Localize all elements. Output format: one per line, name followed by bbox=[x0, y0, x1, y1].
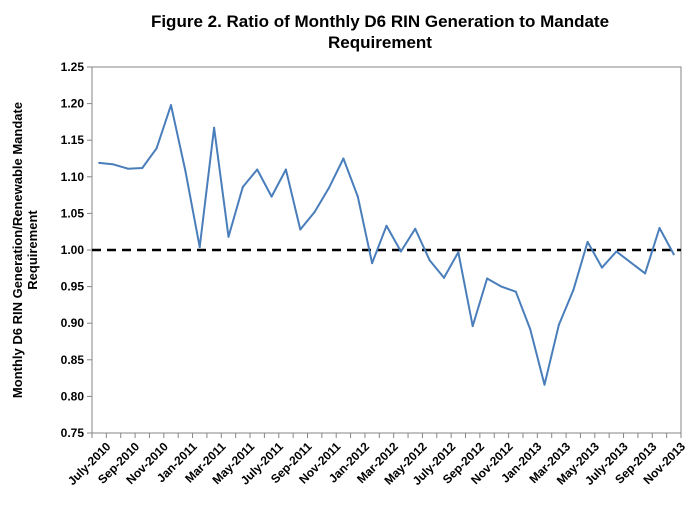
data-point bbox=[213, 126, 216, 129]
data-point bbox=[241, 186, 244, 189]
data-point bbox=[328, 186, 331, 189]
data-point bbox=[644, 272, 647, 275]
data-point bbox=[256, 168, 259, 171]
y-axis-label-line-1: Monthly D6 RIN Generation/Renewable Mand… bbox=[10, 102, 25, 398]
data-point bbox=[615, 250, 618, 253]
data-point bbox=[414, 227, 417, 230]
data-point bbox=[457, 251, 460, 254]
data-point bbox=[155, 147, 158, 150]
data-point bbox=[170, 104, 173, 107]
y-tick-label: 1.15 bbox=[61, 133, 85, 147]
data-point bbox=[529, 328, 532, 331]
y-axis-label-line-2: Requirement bbox=[25, 210, 40, 290]
data-point bbox=[514, 290, 517, 293]
y-tick-label: 0.85 bbox=[61, 353, 85, 367]
data-point bbox=[371, 262, 374, 265]
data-point bbox=[284, 168, 287, 171]
data-point bbox=[600, 266, 603, 269]
data-point bbox=[572, 289, 575, 292]
data-point bbox=[557, 323, 560, 326]
y-tick-label: 1.25 bbox=[61, 60, 85, 74]
x-axis: July-2010Sep-2010Nov-2010Jan-2011Mar-201… bbox=[65, 433, 688, 488]
data-point bbox=[486, 277, 489, 280]
y-tick-label: 0.75 bbox=[61, 426, 85, 440]
data-point bbox=[442, 276, 445, 279]
y-tick-label: 1.20 bbox=[61, 97, 85, 111]
data-point bbox=[270, 195, 273, 198]
y-tick-label: 1.10 bbox=[61, 170, 85, 184]
series-points bbox=[98, 104, 675, 386]
y-tick-label: 1.00 bbox=[61, 243, 85, 257]
data-point bbox=[543, 383, 546, 386]
data-point bbox=[141, 167, 144, 170]
data-point bbox=[672, 253, 675, 256]
data-point bbox=[356, 195, 359, 198]
data-point bbox=[198, 246, 201, 249]
data-point bbox=[112, 163, 115, 166]
data-point bbox=[658, 227, 661, 230]
y-axis: 0.75 0.80 0.85 0.90 0.95 1.00 1.05 1.10 1.15 1.20… bbox=[61, 60, 92, 440]
data-point bbox=[98, 161, 101, 164]
data-point bbox=[399, 250, 402, 253]
y-tick-label: 0.90 bbox=[61, 316, 85, 330]
data-point bbox=[385, 224, 388, 227]
data-point bbox=[227, 235, 230, 238]
data-point bbox=[471, 325, 474, 328]
data-point bbox=[299, 228, 302, 231]
data-point bbox=[184, 169, 187, 172]
data-point bbox=[126, 167, 129, 170]
chart-title-line-2: Requirement bbox=[328, 33, 432, 52]
data-point bbox=[500, 285, 503, 288]
data-point bbox=[586, 240, 589, 243]
data-point bbox=[313, 210, 316, 213]
y-axis-label: Monthly D6 RIN Generation/Renewable Mand… bbox=[10, 102, 40, 398]
y-tick-label: 1.05 bbox=[61, 206, 85, 220]
y-tick-label: 0.80 bbox=[61, 389, 85, 403]
y-tick-label: 0.95 bbox=[61, 280, 85, 294]
data-point bbox=[428, 259, 431, 262]
data-point bbox=[629, 261, 632, 264]
chart-title-line-1: Figure 2. Ratio of Monthly D6 RIN Genera… bbox=[151, 12, 609, 31]
data-point bbox=[342, 157, 345, 160]
